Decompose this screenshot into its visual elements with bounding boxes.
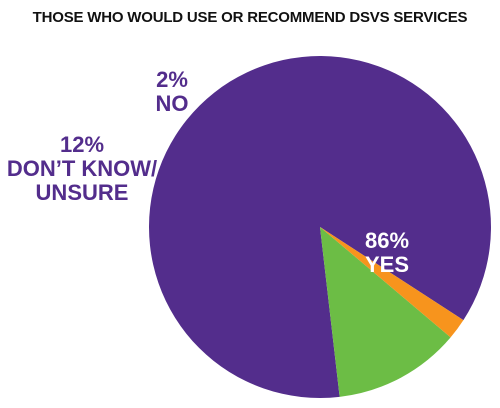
slice-value-dont-know: 12%	[60, 132, 104, 157]
pie-slice-yes	[148, 56, 491, 399]
slice-value-yes: 86%	[365, 228, 409, 253]
slice-name-dont-know: UNSURE	[36, 180, 129, 205]
pie-slices	[148, 56, 491, 399]
slice-label-yes: 86% YES	[365, 228, 409, 277]
slice-name-dont-know: DON’T KNOW/	[7, 156, 157, 181]
slice-name-no: NO	[156, 91, 189, 116]
pie-slice-dont-know	[320, 227, 451, 397]
slice-name-yes: YES	[365, 252, 409, 277]
slice-label-no: 2% NO	[156, 67, 189, 116]
pie-slice-no	[320, 227, 464, 338]
slice-label-dont-know: 12% DON’T KNOW/UNSURE	[7, 132, 157, 205]
pie-labels: 86% YES 12% DON’T KNOW/UNSURE 2% NO	[7, 67, 409, 277]
slice-value-no: 2%	[156, 67, 188, 92]
chart-title: THOSE WHO WOULD USE OR RECOMMEND DSVS SE…	[32, 9, 468, 26]
